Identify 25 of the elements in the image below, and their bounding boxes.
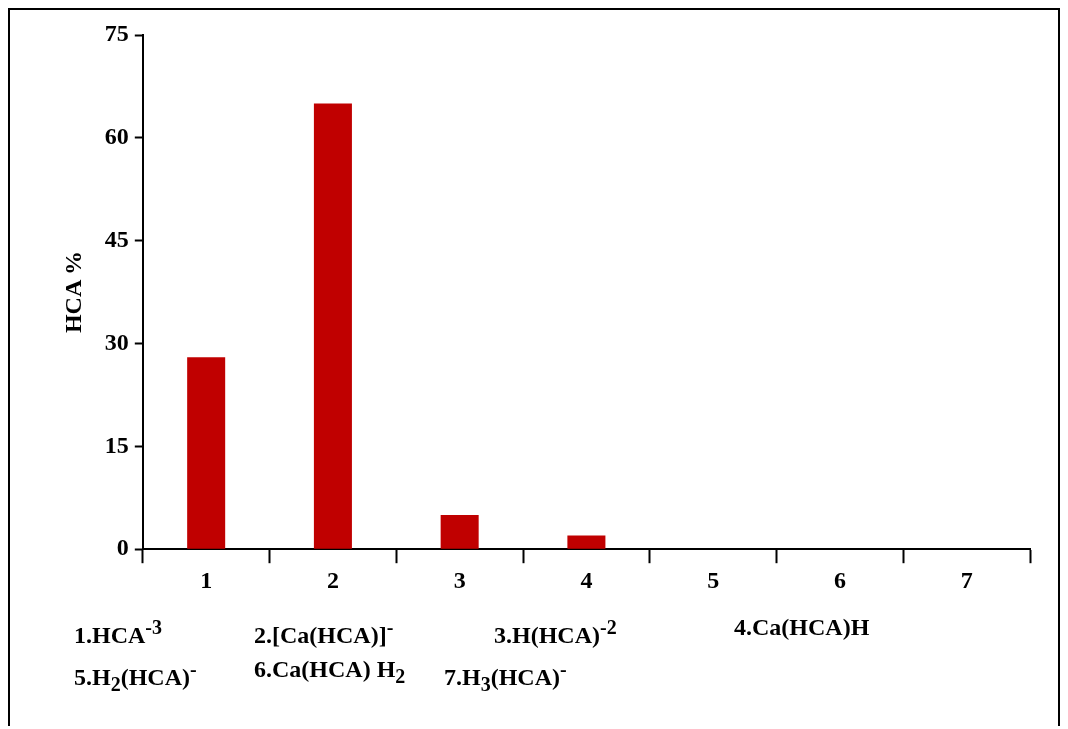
- bar: [313, 103, 352, 549]
- x-tick-label: 6: [833, 566, 846, 593]
- text: 1.HCA$^{-3}$: [74, 615, 163, 650]
- y-tick-label: 45: [104, 225, 129, 252]
- text: 3.H(HCA)$^{-2}$: [494, 615, 618, 650]
- y-tick-label: 15: [104, 431, 129, 458]
- bar: [567, 535, 606, 549]
- bar: [187, 357, 226, 549]
- x-tick-label: 5: [707, 566, 720, 593]
- text: 7.H$_{3}$(HCA)$^{-}$: [444, 657, 568, 697]
- x-tick-label: 7: [960, 566, 973, 593]
- text: 4.Ca(HCA)H: [734, 613, 871, 642]
- y-axis-title: HCA %: [59, 251, 86, 334]
- text: 6.Ca(HCA) H$_{2}$: [254, 655, 407, 689]
- y-tick-label: 60: [104, 123, 129, 150]
- bar: [440, 514, 479, 549]
- x-tick-label: 3: [453, 566, 466, 593]
- x-tick-label: 1: [200, 566, 213, 593]
- x-tick-label: 2: [326, 566, 339, 593]
- x-tick-label: 4: [580, 566, 593, 593]
- y-tick-label: 0: [116, 534, 129, 561]
- y-tick-label: 75: [104, 20, 129, 47]
- y-tick-label: 30: [104, 328, 129, 355]
- text: 2.[Ca(HCA)]$^{-}$: [254, 615, 395, 650]
- text: 5.H$_{2}$(HCA)$^{-}$: [74, 657, 198, 697]
